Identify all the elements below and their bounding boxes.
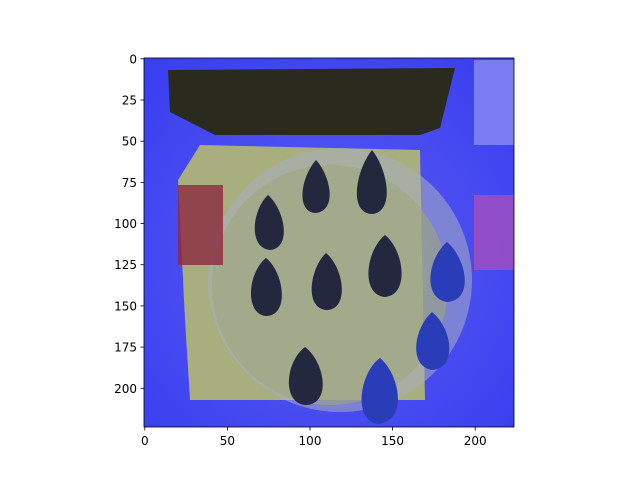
y-tick-label: 50 [122, 135, 137, 149]
y-tick-label: 150 [114, 299, 137, 313]
y-tick-label: 25 [122, 94, 137, 108]
x-tick-label: 50 [220, 434, 235, 448]
y-tick-label: 200 [114, 382, 137, 396]
y-tick-label: 125 [114, 258, 137, 272]
x-tick-label: 100 [299, 434, 322, 448]
y-tick-label: 0 [129, 52, 137, 66]
x-tick-label: 0 [141, 434, 149, 448]
image [144, 58, 514, 427]
image-region [168, 68, 455, 135]
axes-frame [143, 57, 515, 428]
image-objects [250, 150, 402, 405]
image-region [474, 60, 514, 145]
y-tick-label: 175 [114, 341, 137, 355]
x-tick-label: 200 [464, 434, 487, 448]
image-region [474, 195, 514, 270]
y-tick-label: 75 [122, 176, 137, 190]
image-objects [361, 242, 465, 424]
y-tick-label: 100 [114, 217, 137, 231]
image-region [178, 185, 223, 265]
x-tick-label: 150 [381, 434, 404, 448]
